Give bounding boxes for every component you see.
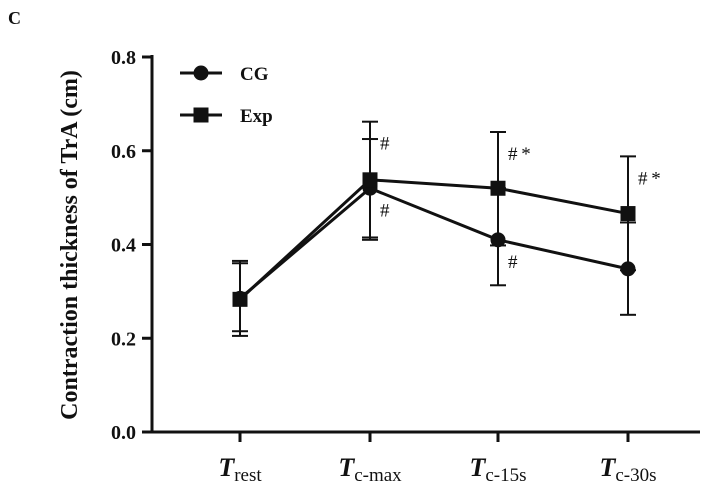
x-tick-label-main: T [338, 453, 355, 482]
x-tick-label-subscript: c-max [354, 465, 402, 486]
annotation-exp: # [380, 134, 390, 155]
series-line-cg [239, 186, 629, 300]
data-point-cg [490, 232, 506, 248]
x-tick-label: Tc-30s [599, 453, 656, 486]
y-tick-label: 0.6 [111, 141, 136, 163]
x-tick-label-subscript: c-30s [615, 465, 656, 486]
legend: CG Exp [180, 64, 273, 127]
y-tick-label: 0.8 [111, 47, 136, 69]
legend-label-exp: Exp [240, 106, 273, 127]
x-tick-label-subscript: rest [234, 465, 262, 486]
data-point-cg [620, 261, 636, 277]
panel-label: C [8, 8, 21, 28]
data-point-exp [490, 180, 506, 196]
x-tick-label-main: T [599, 453, 616, 482]
x-tick-label: Tc-15s [469, 453, 526, 486]
series-line-exp [238, 178, 629, 301]
series-markers [232, 172, 636, 307]
y-tick-label: 0.2 [111, 328, 136, 350]
series-lines [238, 178, 629, 301]
data-point-exp [362, 172, 378, 188]
annotation-cg: # [380, 200, 390, 221]
x-tick-label-subscript: c-15s [485, 465, 526, 486]
annotation-exp: # * [638, 168, 661, 189]
legend-marker-exp [193, 107, 209, 123]
x-tick-label: Trest [218, 453, 262, 486]
x-tick-label-main: T [469, 453, 486, 482]
annotation-cg: # [508, 252, 518, 273]
significance-annotations: # # # # * # * [380, 134, 661, 273]
data-point-exp [620, 206, 636, 222]
y-tick-label: 0.0 [111, 422, 136, 444]
data-point-exp [232, 291, 248, 307]
x-tick-label-main: T [218, 453, 235, 482]
y-tick-label: 0.4 [111, 235, 136, 257]
x-tick-label: Tc-max [338, 453, 402, 486]
legend-marker-cg [193, 65, 209, 81]
y-axis-label: Contraction thickness of TrA (cm) [57, 70, 83, 420]
legend-label-cg: CG [240, 64, 269, 85]
annotation-exp: # * [508, 144, 531, 165]
error-bars [232, 120, 636, 337]
